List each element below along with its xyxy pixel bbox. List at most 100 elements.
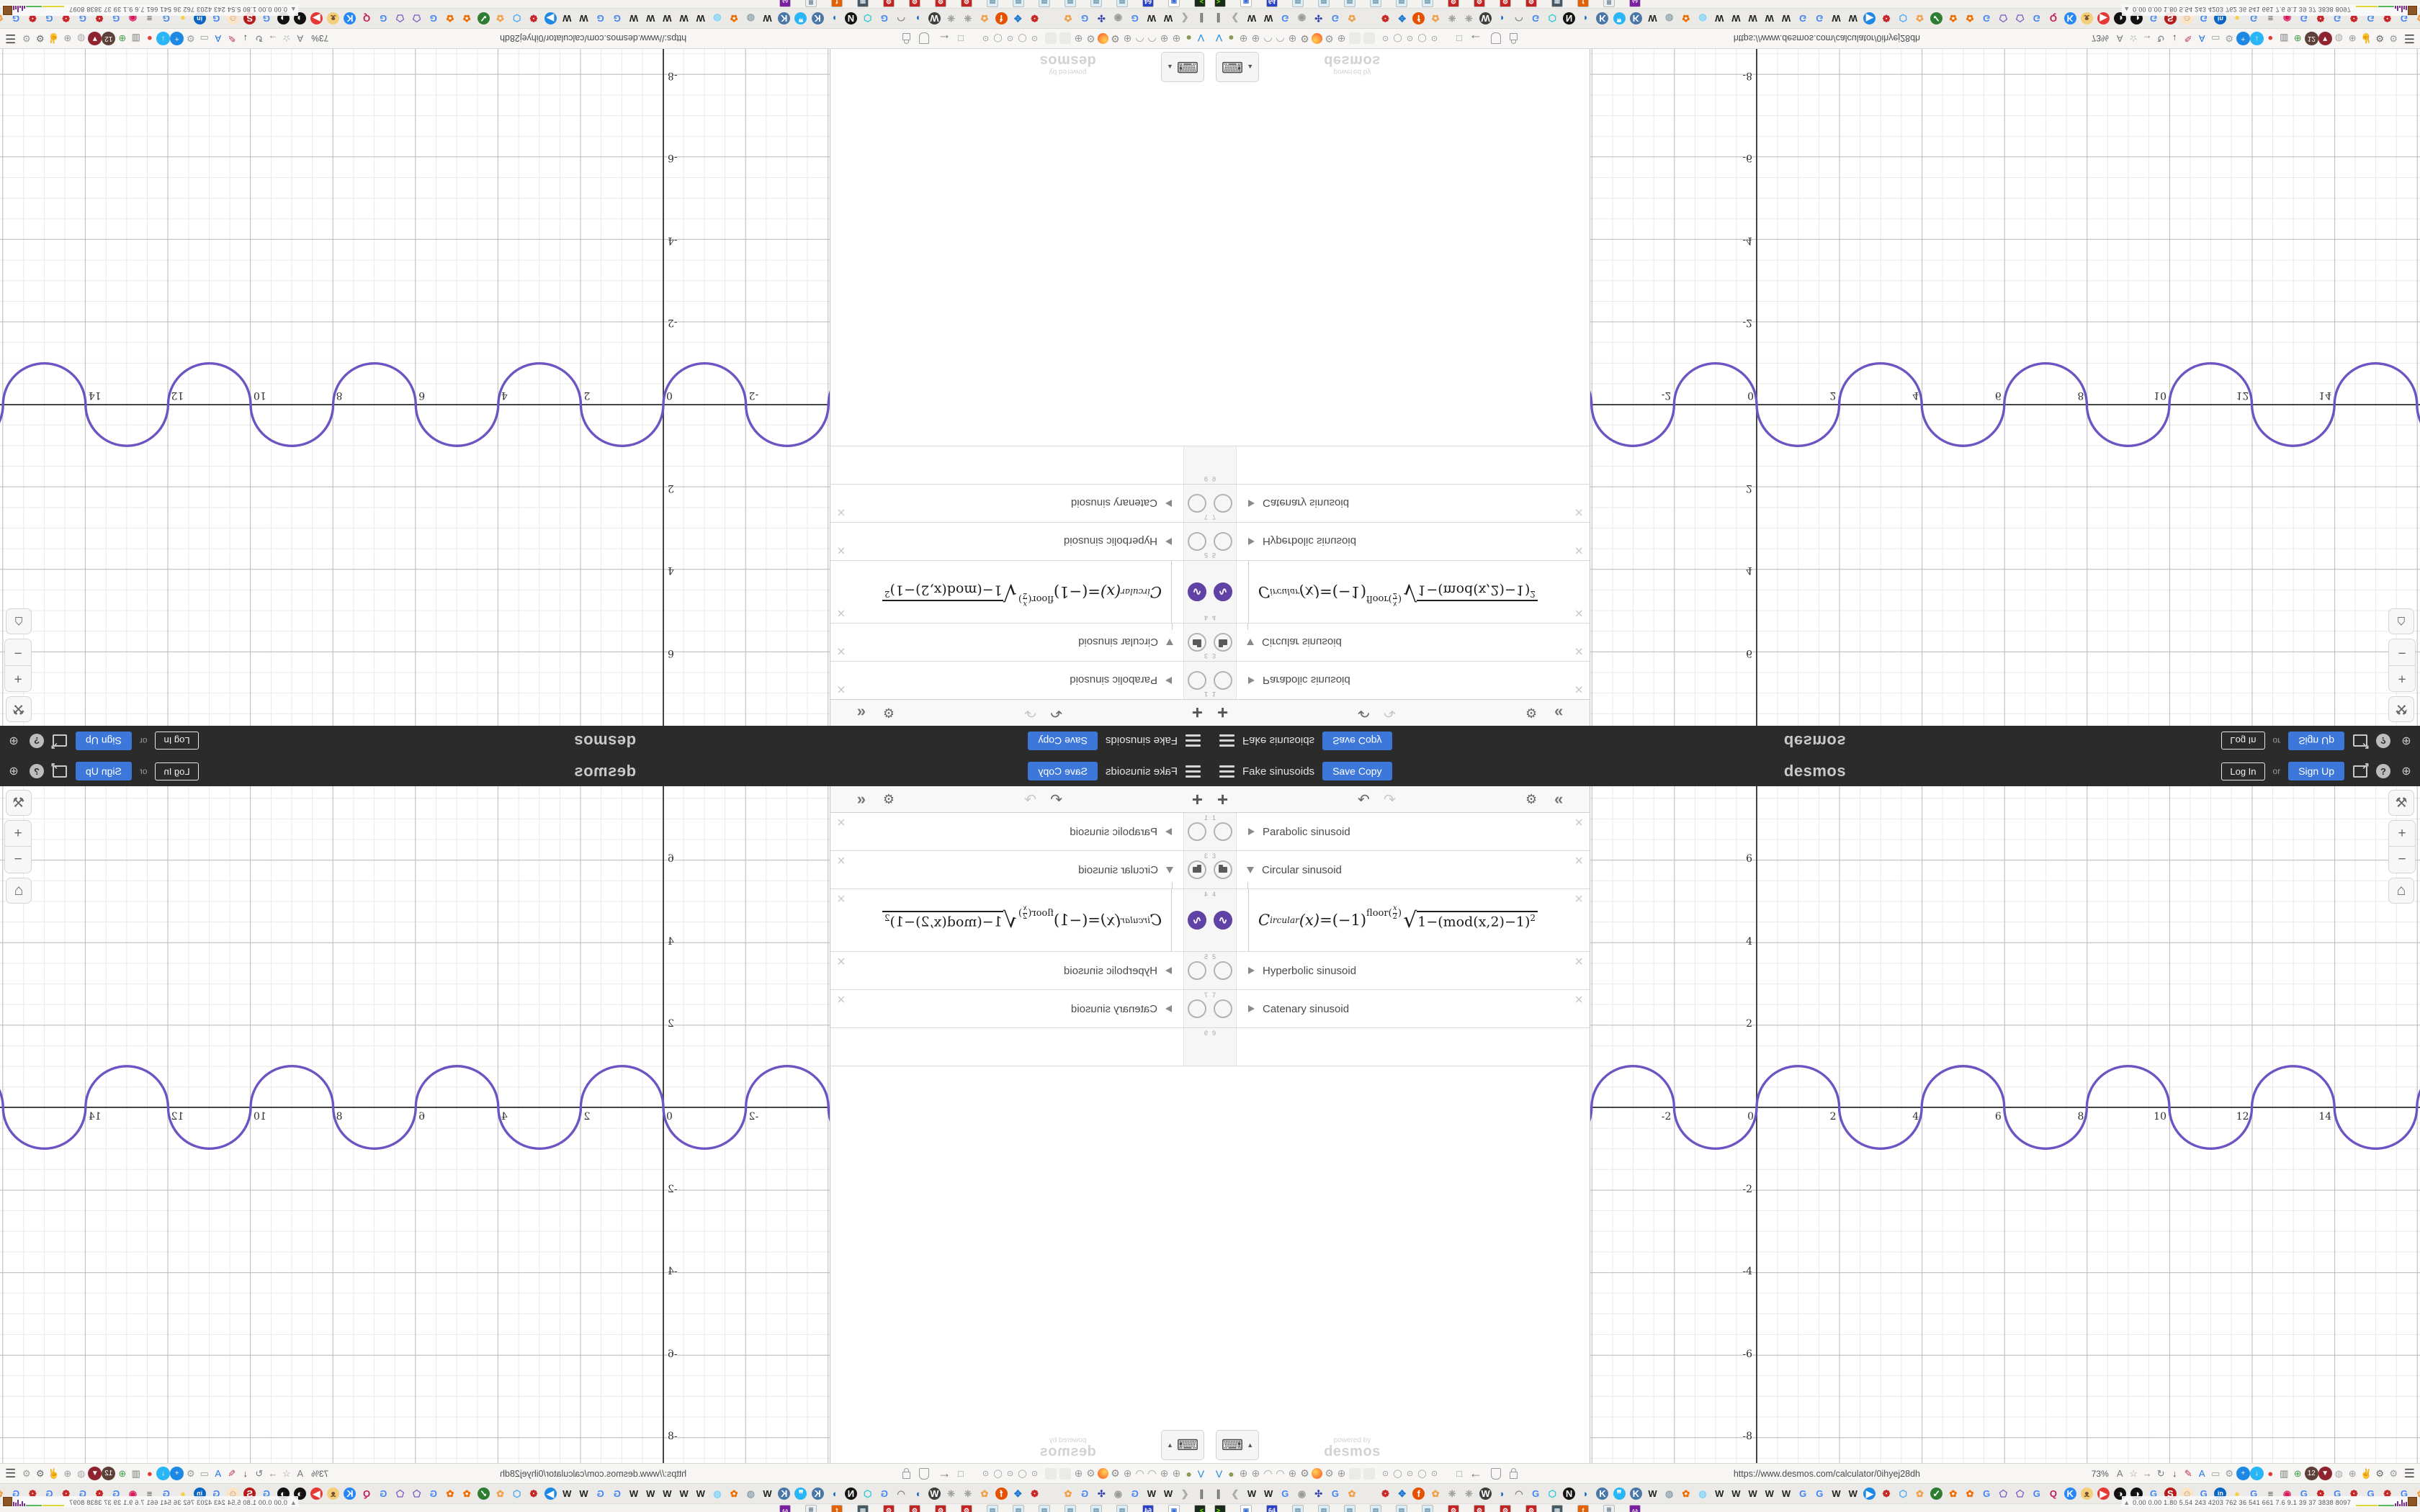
chevron-down-icon[interactable] xyxy=(1247,639,1254,646)
firefox-icon[interactable] xyxy=(1098,1468,1108,1479)
delete-row-icon[interactable]: × xyxy=(1574,643,1583,659)
chevron-right-icon[interactable] xyxy=(1165,677,1172,684)
tab-favicon[interactable]: N xyxy=(843,1485,859,1503)
tab-favicon[interactable]: ❈ xyxy=(964,1488,972,1499)
folder-circle-icon[interactable] xyxy=(1214,999,1232,1018)
expression-row-folder[interactable]: 3 Circular sinusoid × xyxy=(1210,623,1590,661)
row-gutter[interactable]: 3 xyxy=(1210,624,1237,661)
zoom-out-button[interactable]: − xyxy=(5,847,31,873)
tab-favicon[interactable]: ◗ xyxy=(1582,13,1589,24)
toolbar-icon[interactable]: ⚙ xyxy=(2375,33,2385,45)
folder-circle-icon[interactable] xyxy=(1214,822,1232,841)
toolbar-icon[interactable]: ⊕ xyxy=(63,1467,72,1479)
folder-circle-icon[interactable] xyxy=(1214,671,1232,690)
back-icon[interactable]: ← xyxy=(1469,32,1482,46)
tab-favicon[interactable]: ◠ xyxy=(897,13,905,24)
language-globe-icon[interactable]: ⊕ xyxy=(9,734,19,747)
extension-icon[interactable]: ◠ xyxy=(1276,33,1285,45)
edit-list-gear-icon[interactable]: ⚙ xyxy=(1525,706,1538,721)
disabled-extension-icon[interactable] xyxy=(1045,1467,1057,1480)
bookmark-icon[interactable]: ▤ xyxy=(1292,1505,1304,1512)
mini-indicator-icon[interactable]: ◯ xyxy=(1018,34,1027,42)
bookmark-icon[interactable]: ▤ xyxy=(1344,1505,1355,1512)
tab-favicon[interactable]: ✿ xyxy=(1916,13,1924,24)
https-lock-icon[interactable] xyxy=(902,1471,911,1479)
row-gutter[interactable]: 1 xyxy=(1183,662,1210,699)
extension-icon[interactable]: ⚙ xyxy=(1300,33,1309,45)
row-body[interactable]: Catenary sinusoid × xyxy=(830,485,1183,522)
row-gutter[interactable]: 7 xyxy=(1183,990,1210,1027)
default-view-home-button[interactable]: ⌂ xyxy=(2388,878,2414,904)
main-menu-icon[interactable] xyxy=(1219,765,1234,778)
tab-favicon[interactable]: W xyxy=(1748,1488,1757,1499)
toolbar-icon[interactable]: ⚙ xyxy=(2389,1467,2398,1479)
extension-icon[interactable]: ⊕ xyxy=(1160,1467,1169,1479)
disabled-extension-icon[interactable] xyxy=(1059,32,1071,45)
window-icon[interactable]: □ xyxy=(958,33,964,44)
page-zoom-level[interactable]: 73% xyxy=(311,1468,329,1479)
back-icon[interactable]: ← xyxy=(938,32,951,46)
bookmark-icon[interactable]: ▤ xyxy=(1065,0,1076,7)
language-globe-icon[interactable]: ⊕ xyxy=(9,765,19,778)
bookmark-icon[interactable]: ▤ xyxy=(1065,1505,1076,1512)
app-menu-icon[interactable]: ☰ xyxy=(5,1466,17,1480)
tab-favicon[interactable]: W xyxy=(696,13,705,24)
page-zoom-level[interactable]: 73% xyxy=(311,33,329,44)
bookmark-icon[interactable]: ≣ xyxy=(1603,0,1615,7)
delete-row-icon[interactable]: × xyxy=(1574,891,1583,907)
tab-favicon[interactable]: ◉ xyxy=(2282,1488,2292,1499)
toolbar-icon[interactable]: ◍ xyxy=(2334,33,2343,45)
tab-favicon[interactable]: Q xyxy=(2049,1488,2058,1499)
tab-favicon[interactable]: G xyxy=(1331,13,1339,24)
tab-favicon[interactable]: G xyxy=(1983,13,1991,24)
redo-icon[interactable]: ↷ xyxy=(1384,704,1396,721)
chevron-right-icon[interactable] xyxy=(1248,677,1255,684)
graph-settings-wrench-button[interactable]: ⚒ xyxy=(2388,696,2414,722)
keyboard-toggle-button[interactable]: ⌨ ▲ xyxy=(1161,52,1204,82)
bookmark-icon[interactable]: >_ xyxy=(1214,0,1226,7)
bookmark-icon[interactable]: ω xyxy=(1629,0,1641,7)
bookmark-icon[interactable]: 64 xyxy=(1142,0,1154,7)
tab-favicon[interactable]: W xyxy=(1247,13,1257,24)
tab-favicon[interactable]: ✿ xyxy=(1064,1488,1072,1499)
extension-icon[interactable]: ◠ xyxy=(1147,33,1157,45)
toolbar-icon[interactable]: ◍ xyxy=(77,33,86,45)
folder-icon[interactable] xyxy=(1214,633,1232,652)
tab-favicon[interactable]: K xyxy=(776,1485,792,1503)
expression-row-folder[interactable]: 3 Circular sinusoid × xyxy=(1210,851,1590,889)
row-gutter[interactable]: 5 xyxy=(1210,523,1237,560)
toolbar-icon[interactable]: ⚙ xyxy=(2375,1467,2385,1479)
undo-icon[interactable]: ↶ xyxy=(1358,791,1370,808)
extension-icon[interactable]: ⊕ xyxy=(1337,33,1346,45)
tab-favicon[interactable]: W xyxy=(646,1488,655,1499)
extension-icon[interactable]: ⊕ xyxy=(1160,33,1169,45)
bookmark-icon[interactable]: ⚙ xyxy=(1474,0,1485,7)
add-expression-button[interactable]: + xyxy=(1191,788,1203,810)
bookmark-icon[interactable]: ▤ xyxy=(1090,0,1102,7)
tab-favicon[interactable]: ❮ xyxy=(1231,13,1240,24)
tab-favicon[interactable]: ⬠ xyxy=(412,13,421,24)
bookmark-icon[interactable]: ▤ xyxy=(1090,1505,1102,1512)
bookmark-icon[interactable]: f xyxy=(1577,0,1589,7)
tab-favicon[interactable]: ✣ xyxy=(1097,13,1106,24)
row-gutter[interactable]: 7 xyxy=(1183,485,1210,522)
tab-favicon[interactable]: ⬡ xyxy=(863,1488,872,1499)
toolbar-icon[interactable]: ▼ xyxy=(2318,32,2332,45)
save-copy-button[interactable]: Save Copy xyxy=(1322,762,1392,780)
expression-row-empty[interactable]: 9 xyxy=(830,1028,1210,1066)
main-menu-icon[interactable] xyxy=(1186,765,1201,778)
tab-favicon[interactable]: ▶ xyxy=(1861,10,1878,27)
tab-favicon[interactable]: ▶ xyxy=(2095,10,2112,27)
bookmark-icon[interactable]: ▦ xyxy=(857,1505,869,1512)
tab-favicon[interactable]: ◍ xyxy=(1698,13,1707,24)
expression-row-folder[interactable]: 5 Hyperbolic sinusoid × xyxy=(1210,952,1590,990)
tab-favicon[interactable]: G xyxy=(1816,13,1824,24)
tab-favicon[interactable]: W xyxy=(1163,13,1173,24)
toolbar-icon[interactable]: ▭ xyxy=(2211,33,2220,45)
expression-row-folder[interactable]: 7 Catenary sinusoid × xyxy=(1210,484,1590,522)
expression-row-folder[interactable]: 7 Catenary sinusoid × xyxy=(830,484,1210,522)
tab-favicon[interactable]: G xyxy=(1281,13,1289,24)
tab-favicon[interactable]: ◉ xyxy=(1297,13,1307,24)
